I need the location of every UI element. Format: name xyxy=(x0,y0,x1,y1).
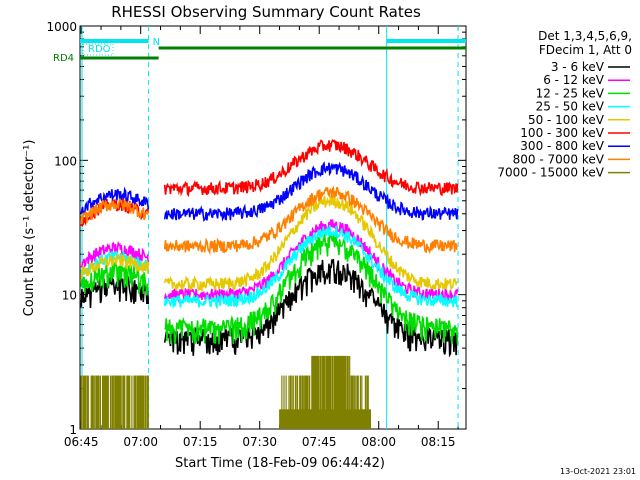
x-tick-label: 08:15 xyxy=(421,435,456,449)
series-group xyxy=(80,139,459,429)
series-line xyxy=(80,161,459,222)
legend-header-line-1: Det 1,3,4,5,6,9, xyxy=(538,29,632,43)
x-tick-label: 07:00 xyxy=(123,435,158,449)
y-tick-label: 10 xyxy=(62,289,77,303)
x-axis-label: Start Time (18-Feb-09 06:44:42) xyxy=(175,456,385,471)
series-line xyxy=(80,194,458,293)
footer-timestamp: 13-Oct-2021 23:01 xyxy=(560,467,636,476)
legend-entry-label: 25 - 50 keV xyxy=(536,100,605,114)
y-axis: 1 10 100 1000 xyxy=(46,20,466,437)
flag-label-n: N xyxy=(153,37,160,48)
series-line xyxy=(80,185,458,256)
x-tick-label: 07:45 xyxy=(302,435,337,449)
legend-entry-label: 7000 - 15000 keV xyxy=(497,166,604,180)
chart-title: RHESSI Observing Summary Count Rates xyxy=(111,3,421,21)
flag-label-rdo: RDO xyxy=(88,44,111,55)
legend-header-line-2: FDecim 1, Att 0 xyxy=(539,43,632,57)
time-markers xyxy=(81,26,459,429)
flag-box-rdo xyxy=(82,43,114,56)
y-tick-label: 1000 xyxy=(46,20,77,34)
flag-label-rd4: RD4 xyxy=(53,53,74,64)
legend-entry-label: 3 - 6 keV xyxy=(551,60,605,74)
series-800-7000-kev xyxy=(80,185,458,256)
y-tick-label: 1 xyxy=(69,423,77,437)
x-tick-label: 07:15 xyxy=(183,435,218,449)
x-tick-label: 08:00 xyxy=(361,435,396,449)
legend-entry-label: 300 - 800 keV xyxy=(520,139,604,153)
x-axis: 06:45 07:00 07:15 07:30 07:45 08:00 08:15 xyxy=(64,26,459,449)
series-line xyxy=(80,233,459,345)
series-7000-15000-kev xyxy=(80,355,371,429)
series-50-100-kev xyxy=(80,194,458,293)
series-300-800-kev xyxy=(80,161,459,222)
flag-bars: RDO N RD4 xyxy=(53,37,466,64)
x-tick-label: 07:30 xyxy=(242,435,277,449)
legend-entry-label: 100 - 300 keV xyxy=(520,126,604,140)
series-12-25-kev xyxy=(80,233,459,345)
legend-entry-label: 50 - 100 keV xyxy=(528,113,605,127)
y-tick-label: 100 xyxy=(54,154,77,168)
series-6-12-kev xyxy=(80,219,459,305)
plot-frame xyxy=(79,25,467,430)
series-line xyxy=(80,219,459,305)
legend-entry-label: 6 - 12 keV xyxy=(543,73,605,87)
legend: Det 1,3,4,5,6,9, FDecim 1, Att 0 3 - 6 k… xyxy=(497,29,632,180)
legend-entry-label: 12 - 25 keV xyxy=(536,86,605,100)
x-tick-label: 06:45 xyxy=(64,435,99,449)
y-axis-label: Count Rate (s⁻¹ detector⁻¹) xyxy=(22,140,37,317)
legend-entry-label: 800 - 7000 keV xyxy=(513,152,605,166)
